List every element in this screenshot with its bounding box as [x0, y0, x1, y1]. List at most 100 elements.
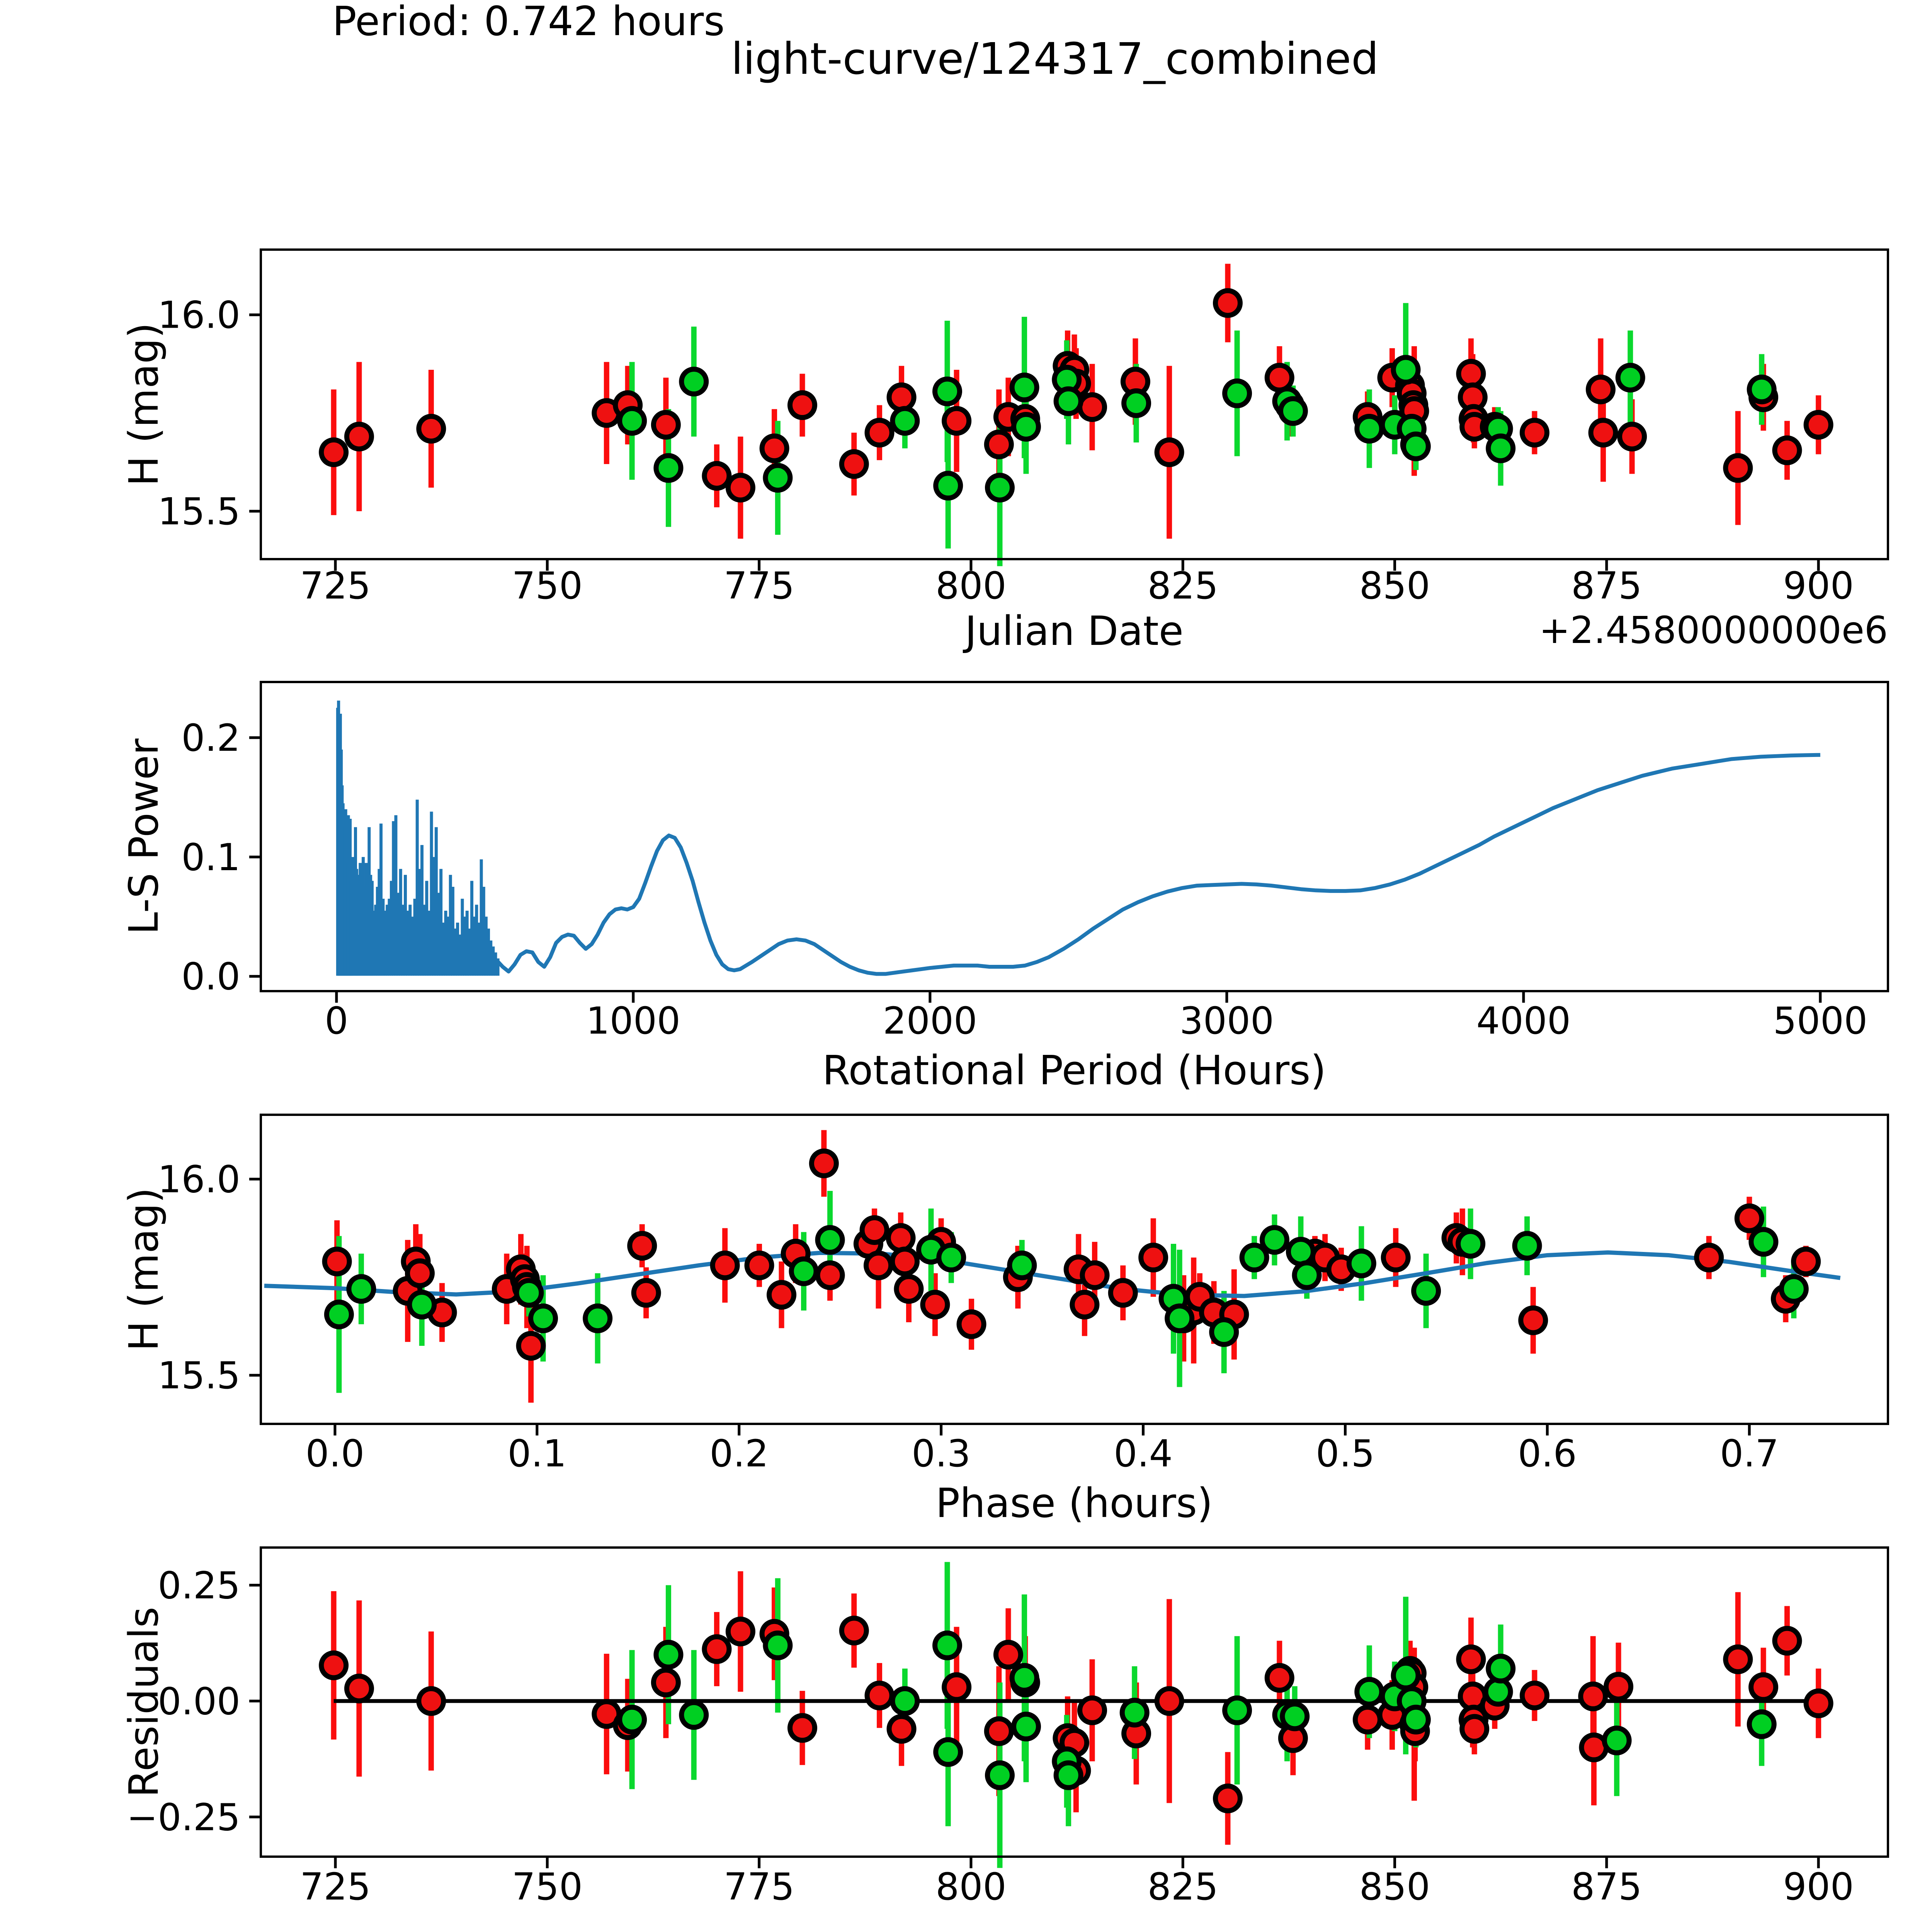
data-point-green	[1391, 1660, 1421, 1690]
data-point-green	[653, 453, 684, 483]
data-point-green	[763, 1630, 793, 1660]
data-point-green	[789, 1256, 819, 1286]
x-tick-label: 0	[325, 999, 348, 1043]
data-point-red	[894, 1274, 924, 1304]
y-tick-label: 0.2	[181, 716, 240, 760]
data-point-green	[890, 406, 920, 436]
data-point-red	[1138, 1243, 1168, 1273]
data-point-red	[956, 1309, 986, 1339]
data-point-red	[1519, 418, 1549, 448]
data-point-red	[839, 1616, 869, 1646]
data-point-red	[920, 1289, 950, 1320]
data-point-red	[631, 1278, 661, 1308]
data-point-green	[1748, 1227, 1779, 1257]
data-point-green	[324, 1299, 354, 1330]
data-point-red	[1077, 1695, 1107, 1725]
data-point-green	[653, 1639, 684, 1670]
data-point-green	[1239, 1243, 1269, 1273]
data-point-green	[346, 1274, 376, 1304]
data-point-green	[1259, 1225, 1289, 1255]
data-point-red	[1213, 288, 1243, 318]
data-point-red	[322, 1247, 352, 1277]
data-point-red	[1604, 1672, 1634, 1702]
data-point-red	[864, 418, 895, 448]
data-point-red	[1108, 1278, 1138, 1308]
data-point-green	[1456, 1229, 1486, 1259]
data-point-green	[1011, 412, 1041, 442]
data-point-red	[864, 1250, 894, 1281]
data-point-red	[1803, 1688, 1833, 1718]
data-point-green	[985, 473, 1015, 503]
y-axis-label: H (mag)	[120, 1187, 167, 1351]
data-point-red	[1381, 1243, 1411, 1273]
x-tick-label: 900	[1783, 1865, 1854, 1908]
axes-frame	[260, 1114, 1889, 1425]
y-tick-label: 16.0	[158, 1158, 240, 1201]
data-point-green	[1009, 372, 1039, 403]
x-tick-label: 1000	[586, 999, 680, 1043]
data-point-green	[1602, 1725, 1632, 1755]
data-point-red	[1213, 1783, 1243, 1813]
axis-offset-text: +2.4580000000e6	[1539, 609, 1888, 652]
data-point-red	[759, 433, 789, 463]
data-point-green	[679, 1700, 709, 1730]
x-tick-label: 0.7	[1720, 1432, 1779, 1475]
data-point-red	[1456, 359, 1486, 389]
data-point-green	[514, 1278, 544, 1308]
x-tick-label: 775	[724, 1865, 794, 1908]
data-point-green	[1053, 1760, 1083, 1790]
data-point-red	[1617, 422, 1647, 452]
data-point-red	[627, 1231, 657, 1261]
data-point-red	[1578, 1681, 1608, 1711]
x-tick-label: 4000	[1476, 999, 1571, 1043]
data-point-red	[809, 1148, 839, 1179]
x-tick-label: 0.5	[1316, 1432, 1375, 1475]
x-tick-label: 2000	[883, 999, 977, 1043]
data-point-green	[679, 367, 709, 397]
data-point-green	[1512, 1231, 1542, 1261]
data-point-red	[416, 414, 446, 444]
data-point-red	[725, 1616, 755, 1646]
data-point-red	[1154, 1686, 1184, 1716]
y-axis-label: Residuals	[120, 1607, 167, 1797]
y-tick-label: 15.5	[158, 490, 240, 533]
data-point-green	[933, 471, 963, 501]
data-point-green	[933, 1737, 963, 1767]
data-point-red	[1734, 1203, 1764, 1233]
data-point-green	[1286, 1236, 1316, 1267]
data-point-red	[767, 1280, 797, 1310]
y-tick-label: −0.25	[127, 1796, 240, 1839]
data-point-green	[1292, 1260, 1322, 1290]
y-tick-label: 16.0	[158, 294, 240, 337]
data-point-green	[1354, 414, 1384, 444]
data-point-green	[583, 1303, 613, 1333]
data-point-green	[1486, 1653, 1516, 1684]
x-tick-label: 0.2	[709, 1432, 769, 1475]
data-point-red	[702, 1634, 732, 1664]
x-tick-label: 5000	[1773, 999, 1867, 1043]
data-point-green	[1280, 1701, 1310, 1731]
data-point-green	[1391, 355, 1421, 385]
x-tick-label: 775	[724, 564, 794, 607]
data-point-green	[1222, 1695, 1252, 1725]
y-tick-label: 0.00	[158, 1680, 240, 1723]
data-point-red	[1585, 374, 1616, 405]
data-point-red	[319, 437, 349, 468]
data-point-green	[936, 1243, 966, 1273]
x-axis-label: Rotational Period (Hours)	[822, 1047, 1326, 1094]
data-point-red	[839, 449, 869, 479]
data-point-green	[1486, 433, 1516, 463]
data-point-red	[1588, 418, 1618, 448]
data-point-red	[1723, 453, 1753, 483]
data-point-green	[1278, 396, 1308, 426]
data-point-red	[886, 1223, 916, 1253]
data-point-green	[1119, 1697, 1150, 1728]
data-point-red	[942, 406, 972, 436]
data-point-red	[651, 410, 681, 440]
data-point-red	[984, 1716, 1014, 1746]
data-point-red	[1352, 1704, 1383, 1735]
data-point-red	[1264, 362, 1294, 393]
x-tick-label: 0.0	[306, 1432, 365, 1475]
data-point-red	[864, 1680, 895, 1711]
